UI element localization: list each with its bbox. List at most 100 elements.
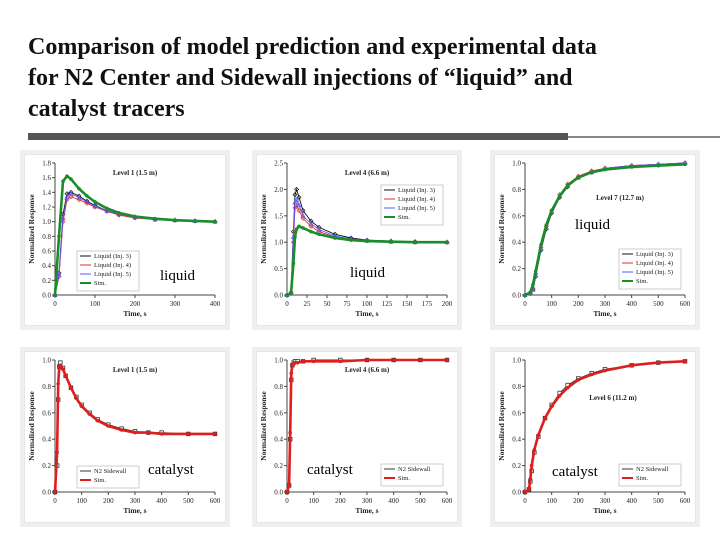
chart-annotation: Level 6 (11.2 m) xyxy=(589,394,637,402)
data-point xyxy=(55,450,59,455)
y-tick-label: 0.8 xyxy=(42,383,51,391)
title-underline-thin xyxy=(568,136,720,138)
y-tick-label: 0.6 xyxy=(274,409,283,417)
title-line-3: catalyst tracers xyxy=(28,96,185,122)
data-point xyxy=(57,234,61,239)
data-point xyxy=(104,207,110,213)
data-point xyxy=(287,483,291,488)
x-tick-label: 400 xyxy=(156,497,167,505)
data-point xyxy=(413,240,417,244)
data-point xyxy=(193,219,197,223)
data-point xyxy=(146,430,151,435)
x-tick-label: 400 xyxy=(626,497,637,505)
data-point xyxy=(576,378,581,382)
x-tick-label: 100 xyxy=(90,300,101,308)
x-tick-label: 0 xyxy=(285,300,289,308)
data-point xyxy=(213,432,217,436)
data-point xyxy=(53,293,57,297)
data-point xyxy=(56,271,62,277)
legend-label: Sim. xyxy=(94,477,106,484)
data-point xyxy=(528,477,533,481)
x-tick-label: 500 xyxy=(653,300,664,308)
y-tick-label: 1.0 xyxy=(42,218,51,226)
data-point xyxy=(292,192,298,198)
x-tick-label: 50 xyxy=(324,300,332,308)
y-tick-label: 1.0 xyxy=(274,357,283,365)
legend-label: N2 Sidewall xyxy=(94,468,127,475)
legend-label: N2 Sidewall xyxy=(636,466,669,473)
y-tick-label: 1.5 xyxy=(274,212,283,220)
data-point xyxy=(58,363,63,368)
data-point xyxy=(297,224,301,229)
x-tick-label: 600 xyxy=(680,497,691,505)
data-point xyxy=(293,235,297,239)
data-point xyxy=(295,360,300,365)
data-point xyxy=(300,215,306,221)
data-point xyxy=(296,194,302,200)
x-axis-label: Time, s xyxy=(593,309,616,318)
legend-box xyxy=(76,250,140,292)
legend-box xyxy=(618,463,682,487)
x-tick-label: 200 xyxy=(335,497,346,505)
series-line-1 xyxy=(524,360,686,494)
title-line-1: Comparison of model prediction and exper… xyxy=(28,34,597,60)
legend-label: Sim. xyxy=(636,475,648,482)
y-tick-label: 1.0 xyxy=(512,160,521,168)
chart-1: 0.0 0.2 0.4 0.6 0.8 1.0 1.2 1.4 1.6 1.8 0 100 200 300… xyxy=(27,160,221,319)
x-tick-label: 500 xyxy=(183,497,194,505)
panel-tag-4: catalyst xyxy=(148,462,194,478)
data-point xyxy=(418,358,423,362)
panel-tag-5: catalyst xyxy=(307,462,353,478)
data-point xyxy=(309,229,313,234)
data-point xyxy=(300,208,306,214)
x-tick-label: 125 xyxy=(382,300,393,308)
x-tick-label: 300 xyxy=(170,300,181,308)
y-tick-label: 0.4 xyxy=(42,436,51,444)
data-point xyxy=(317,232,321,237)
legend-label: Sim. xyxy=(94,280,106,287)
data-point xyxy=(77,186,81,191)
chart-6: 0.0 0.2 0.4 0.6 0.8 1.0 0 100 200 300 400 500 600 Tim… xyxy=(497,357,691,516)
legend-label: Sim. xyxy=(398,214,410,221)
x-tick-label: 75 xyxy=(344,300,352,308)
x-tick-label: 300 xyxy=(600,497,611,505)
y-tick-label: 2.0 xyxy=(274,186,283,194)
chart-annotation: Level 4 (6.6 m) xyxy=(345,366,390,374)
x-tick-label: 175 xyxy=(422,300,433,308)
y-tick-label: 0.0 xyxy=(42,292,51,300)
data-point xyxy=(68,194,74,200)
data-point xyxy=(64,193,70,199)
x-tick-label: 500 xyxy=(415,497,426,505)
data-point xyxy=(311,359,316,364)
data-point xyxy=(61,179,65,184)
y-tick-label: 0.8 xyxy=(512,186,521,194)
data-point xyxy=(365,358,369,362)
data-point xyxy=(445,240,449,244)
chart-panel-1: 0.0 0.2 0.4 0.6 0.8 1.0 1.2 1.4 1.6 1.8 0 100 200 300… xyxy=(25,155,225,325)
data-point xyxy=(565,183,570,188)
data-point xyxy=(87,412,92,416)
title-underline xyxy=(28,133,568,140)
y-tick-label: 0.2 xyxy=(42,277,51,285)
panel-tag-1: liquid xyxy=(160,268,196,284)
data-point xyxy=(293,360,297,365)
legend-box xyxy=(76,465,140,489)
y-tick-label: 0.0 xyxy=(274,292,283,300)
legend-label: Liquid (Inj. 4) xyxy=(398,196,435,203)
data-point xyxy=(539,243,543,247)
data-point xyxy=(629,165,634,169)
data-point xyxy=(544,223,549,227)
data-point xyxy=(69,385,73,390)
chart-5: 0.0 0.2 0.4 0.6 0.8 1.0 0 100 200 300 400 500 600 Tim… xyxy=(259,357,453,516)
y-tick-label: 0.2 xyxy=(42,462,51,470)
legend-box xyxy=(618,248,682,290)
legend-box xyxy=(380,463,444,487)
y-axis-label: Normalized Response xyxy=(497,391,506,461)
x-tick-label: 500 xyxy=(653,497,664,505)
x-tick-label: 600 xyxy=(210,497,221,505)
legend-label: Liquid (Inj. 4) xyxy=(94,262,131,269)
data-point xyxy=(557,393,562,398)
data-point xyxy=(95,418,100,423)
data-point xyxy=(656,163,661,168)
chart-3: 0.0 0.2 0.4 0.6 0.8 1.0 0 100 200 300 400 500 600 Tim… xyxy=(497,160,691,319)
